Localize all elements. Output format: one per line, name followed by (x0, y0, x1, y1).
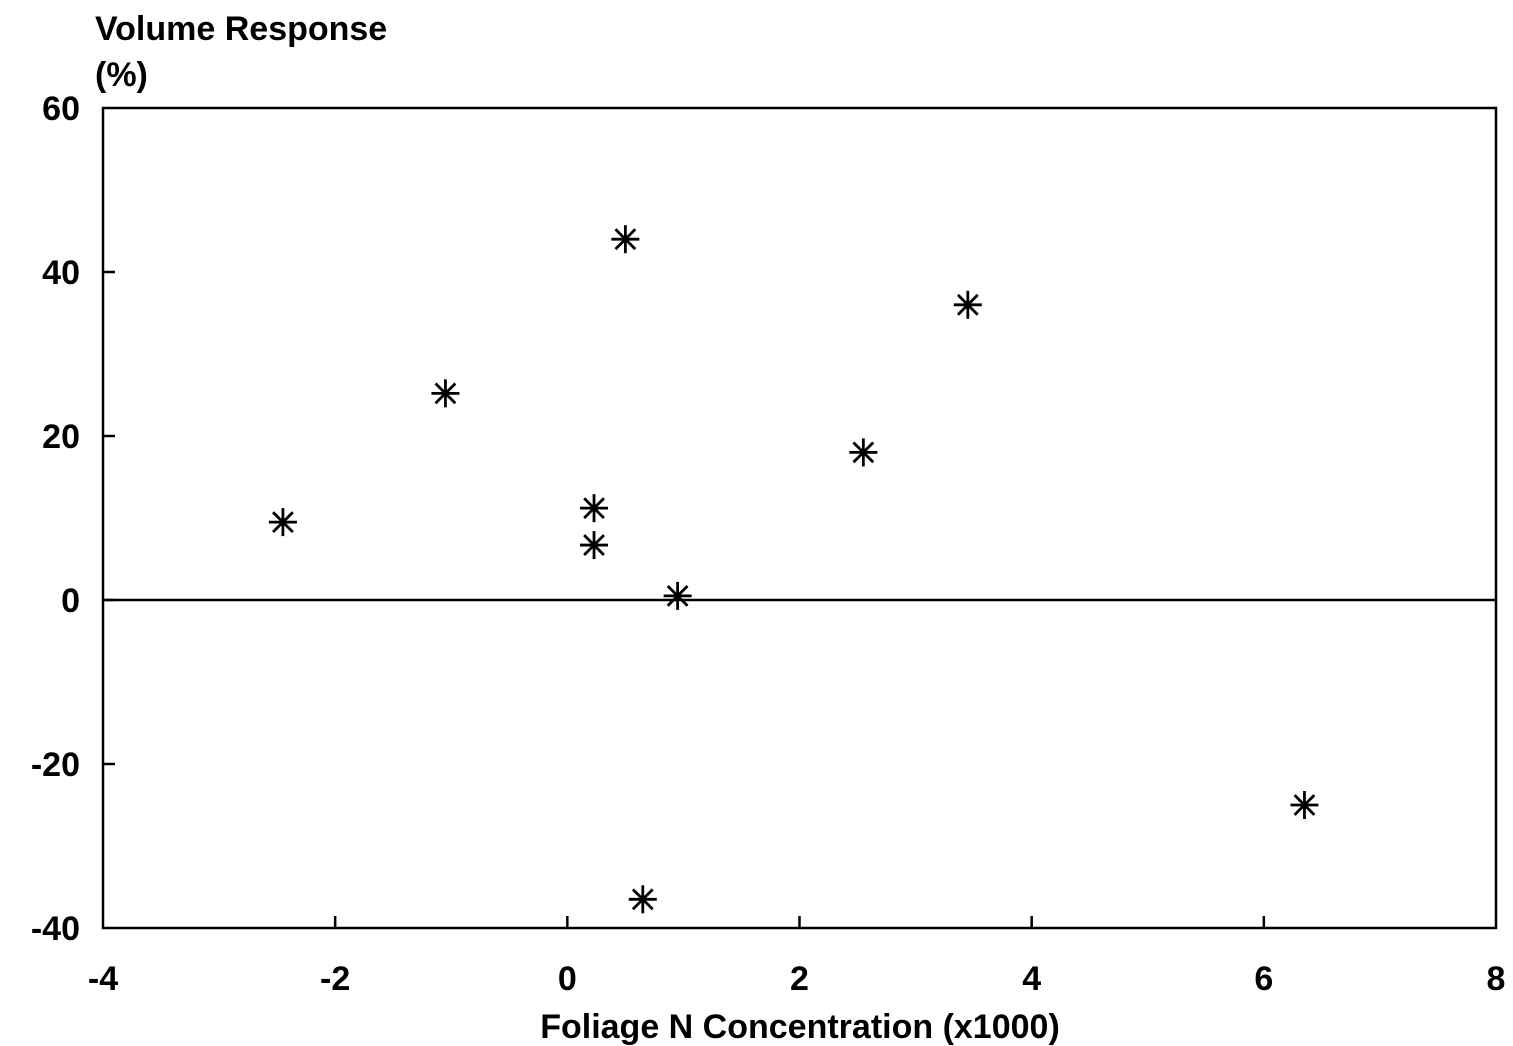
x-axis-title: Foliage N Concentration (x1000) (540, 1008, 1060, 1046)
data-point (580, 531, 609, 560)
y-tick-label: 40 (42, 254, 80, 292)
x-tick-label: 4 (1022, 960, 1041, 998)
x-tick-label: 0 (558, 960, 577, 998)
data-point (1290, 791, 1319, 819)
data-point (849, 438, 878, 467)
y-tick-label: 20 (42, 418, 80, 456)
y-tick-label: 60 (42, 90, 80, 128)
y-axis-title-line1: Volume Response (95, 10, 387, 48)
data-point (628, 885, 657, 914)
data-point (268, 508, 297, 537)
data-points (268, 225, 1319, 914)
x-tick-label: -2 (320, 960, 350, 998)
y-tick-label: -40 (31, 910, 80, 948)
y-axis-title-line2: (%) (95, 56, 148, 94)
x-tick-label: 2 (790, 960, 809, 998)
x-tick-label: 6 (1254, 960, 1273, 998)
y-tick-label: -20 (31, 746, 80, 784)
data-point (431, 379, 460, 408)
data-point (953, 290, 982, 319)
y-axis-ticks: -40 -20 0 20 40 60 (31, 90, 115, 948)
x-tick-label: -4 (88, 960, 118, 998)
data-point (611, 225, 640, 254)
y-tick-label: 0 (61, 582, 80, 620)
plot-frame (101, 106, 1498, 930)
x-tick-label: 8 (1487, 960, 1506, 998)
data-point (580, 494, 609, 523)
data-point (663, 581, 692, 610)
x-axis-ticks: -4 -2 0 2 4 6 8 (88, 916, 1506, 998)
